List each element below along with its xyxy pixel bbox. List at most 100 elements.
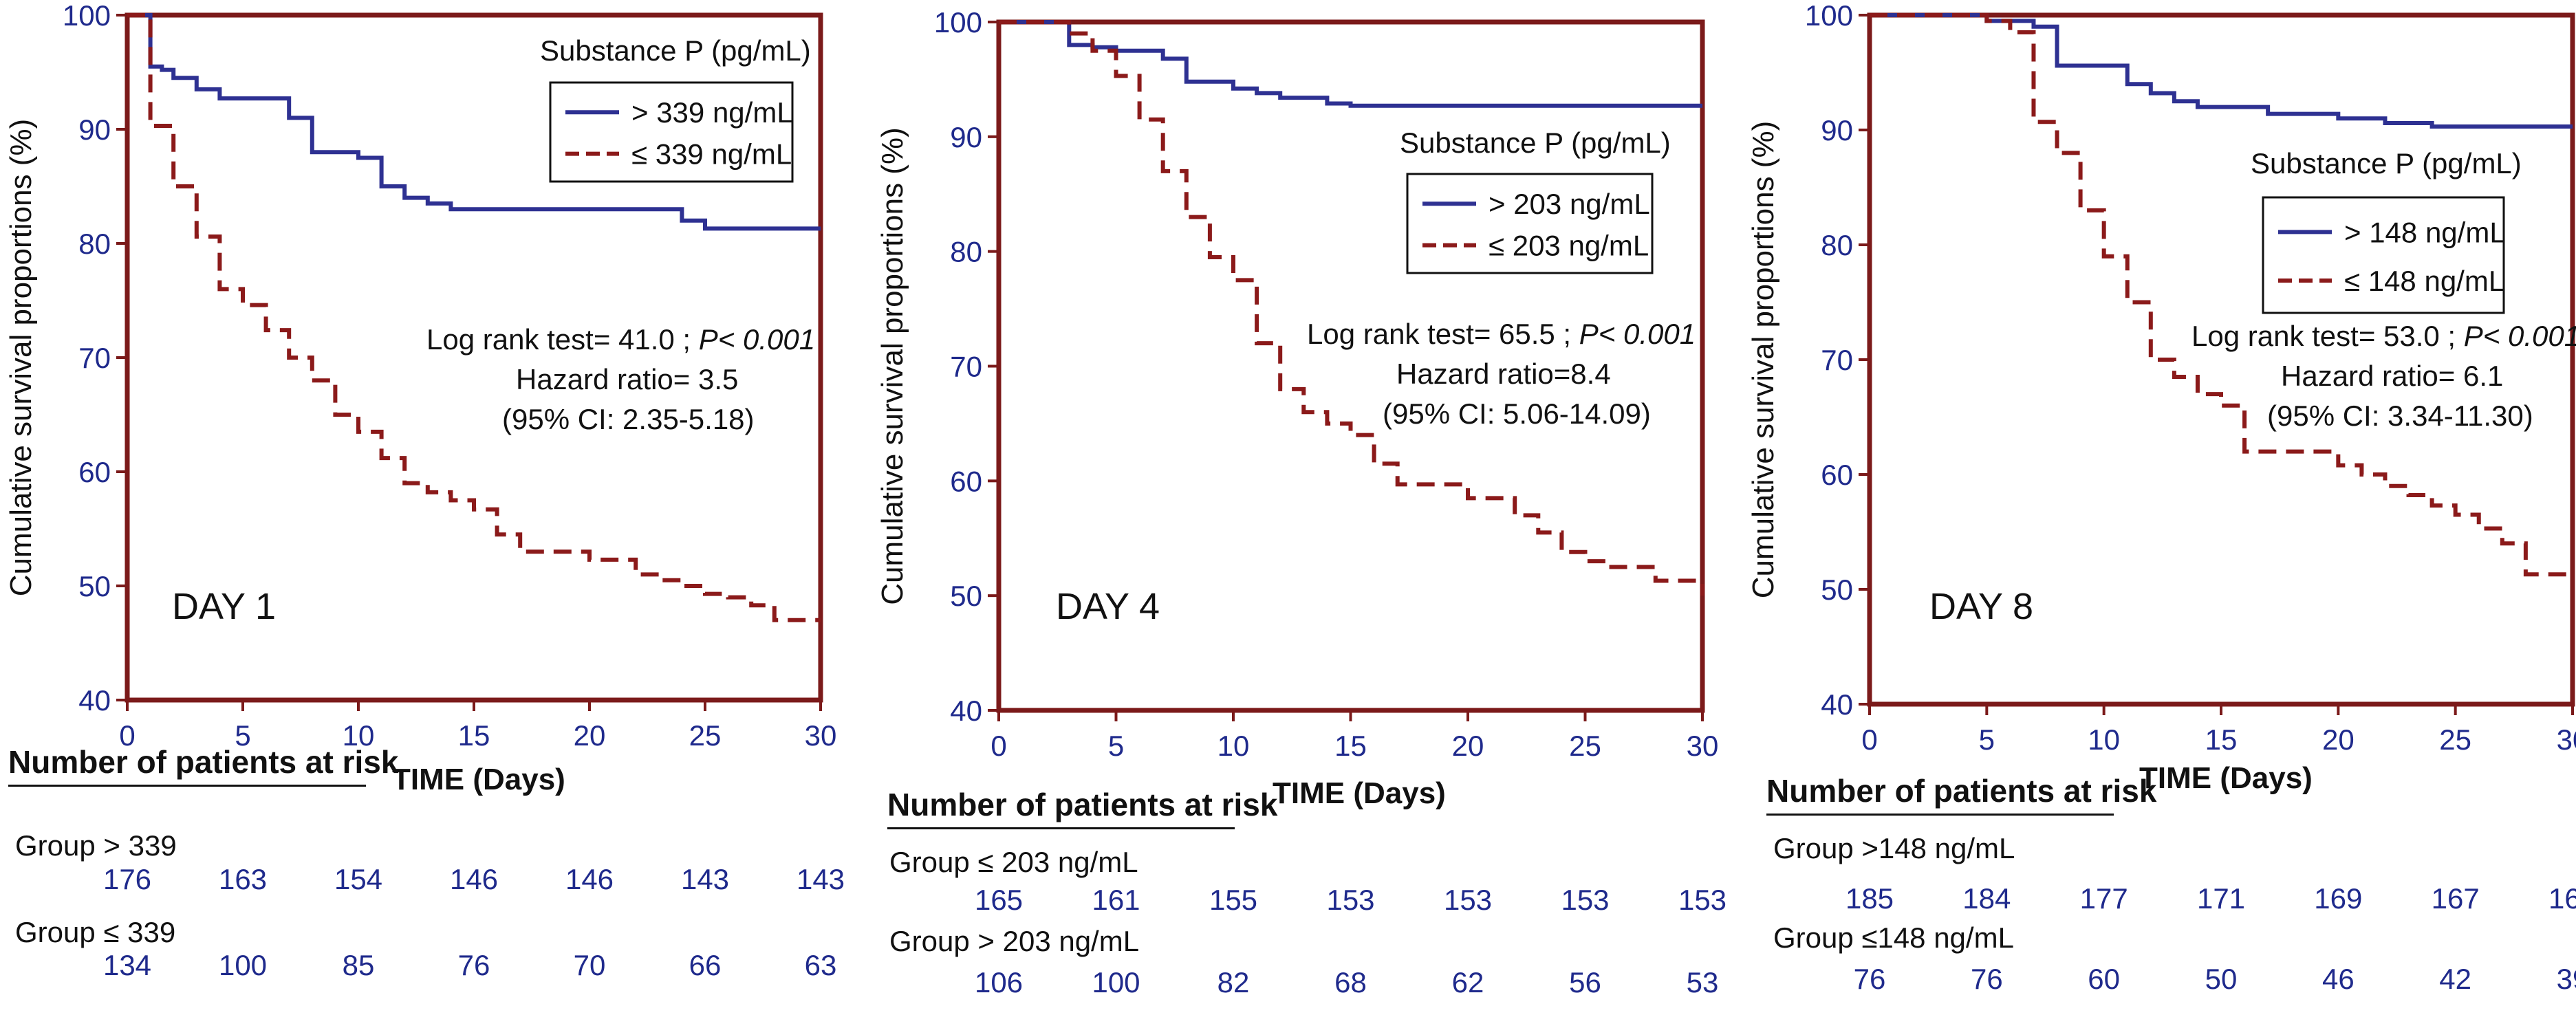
risk-count: 167 <box>2548 882 2576 915</box>
y-tick-label: 40 <box>1821 688 1853 721</box>
y-tick-label: 60 <box>950 465 982 497</box>
risk-count: 146 <box>565 863 614 895</box>
chart-panel-2: 0 5 10 15 20 25 30 40 50 60 70 80 90 100 Cumulative su… <box>876 6 1718 810</box>
risk-count: 134 <box>102 949 152 981</box>
risk-group-label: Group >148 ng/mL <box>1773 832 2015 864</box>
risk-count: 163 <box>218 863 268 895</box>
risk-count: 143 <box>796 863 845 895</box>
risk-count: 154 <box>334 863 383 895</box>
y-tick-label: 100 <box>63 0 111 32</box>
panel-label: DAY 1 <box>172 586 276 627</box>
risk-count: 177 <box>2079 882 2128 915</box>
y-tick-label: 50 <box>78 570 111 602</box>
legend-entry: > 148 ng/mL <box>2344 216 2506 248</box>
risk-count: 184 <box>1962 882 2011 915</box>
y-axis-title: Cumulative survival proportions (%) <box>1746 121 1780 598</box>
risk-count: 62 <box>1451 966 1484 998</box>
risk-count: 106 <box>974 966 1024 998</box>
risk-count: 68 <box>1334 966 1367 998</box>
risk-group-label: Group ≤ 203 ng/mL <box>889 846 1138 878</box>
x-tick-label: 15 <box>1334 730 1367 762</box>
risk-count: 76 <box>457 949 490 981</box>
y-tick-label: 90 <box>1821 114 1853 146</box>
legend-box <box>2262 196 2505 314</box>
y-axis-title: Cumulative survival proportions (%) <box>4 119 38 596</box>
x-tick-label: 30 <box>2557 723 2576 756</box>
risk-count: 76 <box>1853 963 1886 995</box>
x-tick-label: 5 <box>1979 723 1995 756</box>
risk-count: 46 <box>2321 963 2355 995</box>
risk-table-title: Number of patients at risk <box>1766 772 2156 816</box>
y-tick-label: 50 <box>1821 574 1853 606</box>
legend-entry: > 203 ng/mL <box>1489 188 1650 220</box>
y-tick-label: 80 <box>950 236 982 268</box>
y-tick-label: 40 <box>78 684 111 717</box>
survival-curve-high <box>999 20 1702 108</box>
risk-count: 165 <box>974 884 1024 916</box>
risk-count: 66 <box>689 949 722 981</box>
confidence-interval-text: (95% CI: 5.06-14.09) <box>1383 397 1651 430</box>
legend-entry: ≤ 339 ng/mL <box>631 138 792 171</box>
legend-box <box>549 81 794 183</box>
y-tick-label: 70 <box>78 342 111 374</box>
risk-count: 153 <box>1326 884 1375 916</box>
x-tick-label: 5 <box>235 719 250 752</box>
risk-count: 153 <box>1443 884 1493 916</box>
risk-table-title: Number of patients at risk <box>8 743 398 787</box>
y-tick-label: 100 <box>934 6 982 39</box>
legend-title: Substance P (pg/mL) <box>2251 147 2522 179</box>
chart-panel-3: 0 5 10 15 20 25 30 40 50 60 70 80 90 100 Cumulative su… <box>1746 0 2576 795</box>
survival-curve-low <box>1870 13 2573 577</box>
x-tick-label: 10 <box>343 719 375 752</box>
y-tick-label: 60 <box>78 456 111 488</box>
y-tick-label: 80 <box>1821 229 1853 261</box>
panel-label: DAY 8 <box>1929 586 2033 627</box>
risk-group-label: Group ≤ 339 <box>15 916 176 948</box>
x-tick-label: 25 <box>1569 730 1601 762</box>
y-tick-label: 70 <box>950 351 982 383</box>
risk-count: 167 <box>2431 882 2480 915</box>
hazard-ratio-text: Hazard ratio= 6.1 <box>2281 360 2503 392</box>
confidence-interval-text: (95% CI: 3.34-11.30) <box>2267 400 2533 432</box>
risk-count: 85 <box>342 949 375 981</box>
log-rank-text: Log rank test= 53.0 ; P< 0.001 <box>2191 320 2576 352</box>
x-tick-label: 25 <box>689 719 722 752</box>
x-axis-title: TIME (Days) <box>1273 776 1446 810</box>
x-tick-label: 20 <box>2322 723 2355 756</box>
risk-count: 153 <box>1561 884 1610 916</box>
risk-count: 82 <box>1217 966 1250 998</box>
survival-curve-low <box>127 13 821 622</box>
risk-count: 39 <box>2556 963 2576 995</box>
legend-entry: ≤ 203 ng/mL <box>1489 230 1649 262</box>
y-tick-label: 50 <box>950 580 982 612</box>
y-axis-title: Cumulative survival proportions (%) <box>876 127 909 604</box>
survival-curve-low <box>999 20 1704 596</box>
risk-count: 42 <box>2439 963 2472 995</box>
p-value-text: P< 0.001 <box>2464 320 2576 352</box>
x-axis-title: TIME (Days) <box>2139 761 2313 795</box>
legend-title: Substance P (pg/mL) <box>1400 127 1671 159</box>
risk-count: 161 <box>1092 884 1140 916</box>
y-tick-label: 70 <box>1821 344 1853 376</box>
risk-group-label: Group > 339 <box>15 829 177 862</box>
x-tick-label: 5 <box>1108 730 1124 762</box>
panel-label: DAY 4 <box>1056 586 1160 627</box>
y-tick-label: 40 <box>950 695 982 727</box>
survival-curve-high <box>1870 13 2573 129</box>
x-axis-title: TIME (Days) <box>392 763 565 796</box>
risk-count: 100 <box>1092 966 1140 998</box>
y-tick-label: 80 <box>78 228 111 260</box>
x-tick-label: 10 <box>1217 730 1250 762</box>
survival-curve-high <box>127 13 821 231</box>
hazard-ratio-text: Hazard ratio=8.4 <box>1396 358 1611 390</box>
y-tick-label: 60 <box>1821 459 1853 491</box>
x-tick-label: 15 <box>2205 723 2238 756</box>
log-rank-text: Log rank test= 65.5 ; P< 0.001 <box>1307 318 1696 350</box>
confidence-interval-text: (95% CI: 2.35-5.18) <box>502 403 755 435</box>
legend-entry: ≤ 148 ng/mL <box>2344 265 2504 297</box>
risk-count: 185 <box>1845 882 1894 915</box>
hazard-ratio-text: Hazard ratio= 3.5 <box>516 363 738 395</box>
x-tick-label: 10 <box>2088 723 2120 756</box>
risk-count: 60 <box>2088 963 2121 995</box>
